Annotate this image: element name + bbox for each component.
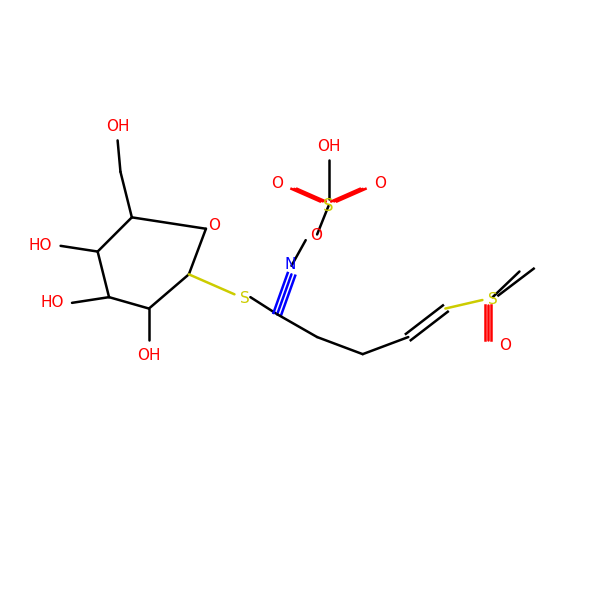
Text: O: O xyxy=(374,176,386,191)
Text: HO: HO xyxy=(40,295,64,310)
Text: O: O xyxy=(271,176,283,191)
Text: OH: OH xyxy=(137,348,161,363)
Text: OH: OH xyxy=(317,139,340,154)
Text: O: O xyxy=(209,218,221,233)
Text: N: N xyxy=(284,257,295,272)
Text: HO: HO xyxy=(29,238,52,253)
Text: S: S xyxy=(488,292,497,307)
Text: S: S xyxy=(240,292,250,307)
Text: S: S xyxy=(323,197,334,215)
Text: O: O xyxy=(499,338,511,353)
Text: O: O xyxy=(310,228,322,243)
Text: OH: OH xyxy=(106,119,130,134)
